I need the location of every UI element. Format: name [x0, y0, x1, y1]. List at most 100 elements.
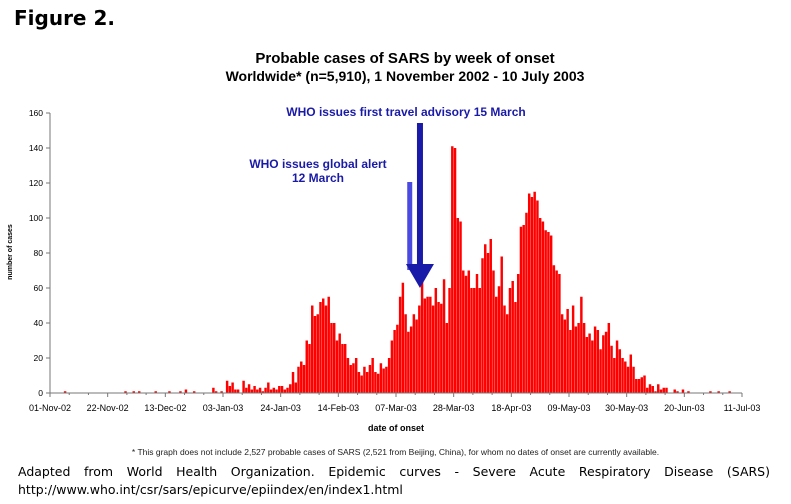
- bar: [516, 274, 520, 393]
- figure-label: Figure 2.: [14, 6, 115, 30]
- bar: [330, 323, 333, 393]
- bar: [212, 387, 215, 393]
- bar: [319, 302, 322, 393]
- bar: [346, 358, 350, 393]
- x-axis-label: date of onset: [368, 423, 424, 433]
- bar: [365, 372, 369, 393]
- bar: [448, 288, 451, 393]
- bar: [673, 389, 676, 393]
- annotation-travel-advisory: WHO issues first travel advisory 15 Marc…: [246, 105, 566, 119]
- bar: [462, 270, 465, 393]
- bar: [275, 389, 278, 393]
- bar: [242, 380, 245, 393]
- bar: [371, 358, 374, 393]
- x-tick-label: 22-Nov-02: [87, 403, 129, 413]
- bar: [357, 372, 361, 393]
- bar: [717, 391, 720, 393]
- bar: [657, 384, 660, 393]
- bar: [484, 244, 487, 393]
- bar: [632, 366, 635, 393]
- x-tick-label: 14-Feb-03: [318, 403, 360, 413]
- bar: [376, 373, 380, 393]
- bar: [124, 391, 127, 393]
- bar: [442, 279, 446, 393]
- bar: [335, 340, 339, 393]
- bar: [168, 391, 171, 393]
- bar: [245, 387, 248, 393]
- bar: [596, 330, 600, 393]
- bar: [267, 382, 270, 393]
- bar: [184, 389, 188, 393]
- bar: [467, 270, 470, 393]
- bar: [409, 326, 413, 393]
- bar: [635, 379, 638, 393]
- bar: [269, 389, 273, 393]
- bar: [434, 288, 438, 393]
- bar: [552, 265, 556, 393]
- bar: [360, 375, 363, 393]
- bar: [464, 275, 468, 393]
- bar: [580, 296, 583, 393]
- bar: [280, 386, 284, 393]
- bar: [453, 148, 457, 393]
- bar: [379, 363, 383, 393]
- bar: [492, 270, 495, 393]
- bar: [407, 331, 410, 393]
- bar: [500, 256, 503, 393]
- source-credit: Adapted from World Health Organization. …: [18, 464, 770, 479]
- bar: [563, 319, 567, 393]
- bar: [588, 333, 591, 393]
- chart-subtitle: Worldwide* (n=5,910), 1 November 2002 - …: [226, 68, 585, 84]
- bar: [602, 335, 605, 393]
- bar: [132, 391, 135, 393]
- bar: [555, 270, 558, 393]
- bar: [544, 230, 547, 393]
- bar: [624, 361, 627, 393]
- bar: [398, 296, 402, 393]
- bar: [613, 358, 616, 393]
- bar: [541, 221, 545, 393]
- bar: [138, 391, 141, 393]
- bar: [525, 212, 528, 393]
- bar: [643, 375, 646, 393]
- bar: [250, 389, 254, 393]
- annotation-global-alert-line2: 12 March: [291, 171, 345, 185]
- annotation-global-alert: WHO issues global alert 12 March: [218, 157, 418, 185]
- bar: [387, 358, 391, 393]
- bar: [709, 391, 712, 393]
- x-tick-label: 09-May-03: [547, 403, 590, 413]
- axes: 0 20 40 60 80 100 120 140 160 01-Nov-02 22-Nov-02 1…: [29, 108, 761, 413]
- bar: [322, 298, 325, 393]
- x-tick-label: 07-Mar-03: [375, 403, 417, 413]
- x-tick-label: 30-May-03: [605, 403, 648, 413]
- bar: [332, 323, 336, 393]
- bar: [527, 193, 531, 393]
- bar: [662, 387, 665, 393]
- bar: [511, 281, 514, 393]
- bar: [225, 380, 229, 393]
- bar: [291, 372, 295, 393]
- bar: [368, 365, 372, 393]
- x-tick-label: 13-Dec-02: [144, 403, 186, 413]
- bar: [341, 344, 344, 393]
- bar: [604, 331, 608, 393]
- bar: [676, 391, 679, 393]
- bar: [343, 344, 347, 393]
- bar: [426, 296, 429, 393]
- bar: [283, 389, 287, 393]
- bar: [728, 391, 731, 393]
- bar-series: [63, 146, 731, 393]
- bar: [220, 391, 223, 393]
- bar: [489, 239, 492, 393]
- bar: [393, 330, 396, 393]
- bar: [234, 389, 237, 393]
- bar: [338, 333, 341, 393]
- bar: [418, 305, 421, 393]
- source-url[interactable]: http://www.who.int/csr/sars/epicurve/epi…: [18, 482, 403, 497]
- y-tick-label: 160: [29, 108, 43, 118]
- bar: [637, 379, 641, 393]
- bar: [530, 197, 534, 393]
- bar: [423, 298, 427, 393]
- x-tick-label: 28-Mar-03: [433, 403, 475, 413]
- bar: [585, 337, 589, 393]
